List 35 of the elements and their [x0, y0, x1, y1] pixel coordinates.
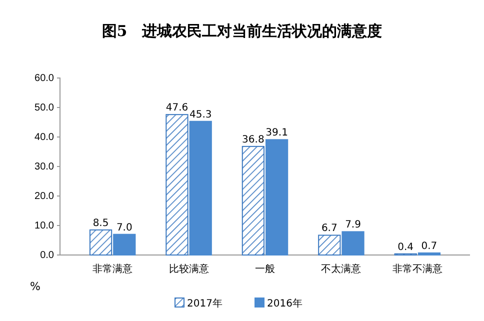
y-axis-title: % [30, 280, 40, 293]
y-tick-label: 10.0 [34, 220, 54, 232]
data-label: 6.7 [321, 223, 338, 234]
x-tick-label: 非常满意 [92, 263, 133, 275]
y-tick-label: 60.0 [34, 73, 54, 84]
data-label: 45.3 [189, 109, 212, 120]
x-tick-label: 一般 [255, 264, 275, 275]
bar [342, 231, 364, 256]
y-tick-label: 0.0 [40, 250, 54, 262]
data-label: 47.6 [166, 102, 188, 114]
bar [113, 234, 136, 256]
data-label: 7.0 [116, 222, 132, 234]
bar [189, 120, 212, 256]
bar [89, 229, 112, 256]
y-tick-label: 20.0 [34, 191, 54, 202]
bar [242, 146, 264, 256]
bar [318, 234, 341, 256]
y-tick-label: 40.0 [34, 132, 54, 144]
bar [418, 252, 441, 256]
data-label: 8.5 [92, 218, 109, 229]
legend-label: 2017年 [187, 298, 222, 310]
data-label: 36.8 [242, 134, 264, 146]
x-tick-label: 比较满意 [168, 263, 209, 275]
x-tick-label: 非常不满意 [392, 263, 442, 275]
y-tick-label: 30.0 [34, 162, 54, 173]
data-label: 0.4 [398, 242, 414, 253]
y-tick-label: 50.0 [34, 102, 54, 114]
data-label: 39.1 [266, 128, 288, 139]
data-label: 0.7 [421, 240, 438, 252]
chart-title: 图5 进城农民工对当前生活状况的满意度 [102, 22, 382, 40]
bar [166, 114, 188, 256]
x-tick-label: 不太满意 [321, 263, 362, 275]
legend-label: 2016年 [267, 298, 302, 310]
data-label: 7.9 [345, 220, 361, 231]
bar [266, 139, 288, 256]
